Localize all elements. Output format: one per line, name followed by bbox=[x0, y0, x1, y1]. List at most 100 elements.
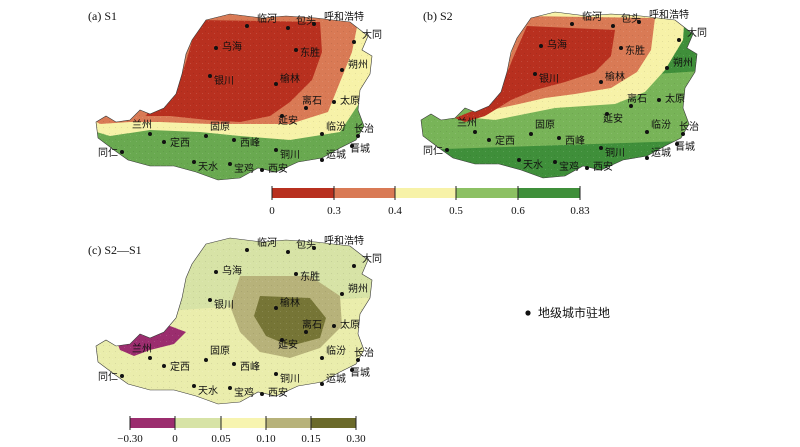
city-marker-icon bbox=[280, 338, 284, 342]
city-label: 西峰 bbox=[240, 361, 260, 373]
city-label: 延安 bbox=[278, 114, 298, 127]
legend-main-swatch-3 bbox=[456, 188, 518, 198]
city-label: 东胜 bbox=[300, 46, 320, 59]
city-label: 铜川 bbox=[280, 149, 300, 161]
city-label: 临汾 bbox=[651, 118, 671, 131]
city-marker-icon bbox=[675, 142, 679, 146]
city-label: 朔州 bbox=[348, 58, 368, 71]
city-marker-icon bbox=[260, 392, 264, 396]
city-marker-icon bbox=[280, 114, 284, 118]
city-label: 银川 bbox=[539, 72, 559, 85]
city-marker-icon bbox=[657, 98, 661, 102]
city-label: 定西 bbox=[170, 136, 190, 149]
city-label: 东胜 bbox=[625, 44, 645, 57]
city-marker-icon bbox=[148, 132, 152, 136]
city-label: 榆林 bbox=[280, 72, 300, 85]
city-label: 西安 bbox=[268, 162, 288, 175]
city-marker-icon bbox=[274, 306, 278, 310]
city-label: 运城 bbox=[326, 373, 346, 385]
legend-diff-tick-4: 0.15 bbox=[301, 433, 321, 445]
city-label: 大同 bbox=[362, 28, 382, 41]
city-label: 榆林 bbox=[280, 296, 300, 309]
city-marker-icon bbox=[260, 168, 264, 172]
city-label: 宝鸡 bbox=[234, 162, 254, 175]
legend-diff-swatch-4 bbox=[311, 418, 356, 428]
city-marker-icon bbox=[232, 138, 236, 142]
legend-diff-tick-2: 0.05 bbox=[211, 433, 231, 445]
city-label: 长治 bbox=[679, 120, 699, 133]
city-marker-icon bbox=[340, 292, 344, 296]
city-marker-icon bbox=[192, 160, 196, 164]
city-label: 大同 bbox=[687, 26, 707, 39]
city-label: 乌海 bbox=[222, 40, 242, 53]
city-label: 固原 bbox=[210, 345, 230, 357]
city-label: 宝鸡 bbox=[559, 160, 579, 173]
city-marker-icon bbox=[350, 368, 354, 372]
city-marker-icon bbox=[352, 40, 356, 44]
city-marker-icon bbox=[473, 130, 477, 134]
city-marker-icon bbox=[320, 158, 324, 162]
city-label: 天水 bbox=[523, 159, 543, 171]
city-marker-icon bbox=[340, 68, 344, 72]
city-marker-icon bbox=[274, 82, 278, 86]
legend-diff-tick-5: 0.30 bbox=[346, 433, 366, 445]
city-marker-icon bbox=[286, 250, 290, 254]
city-label: 离石 bbox=[302, 318, 322, 331]
city-marker-icon bbox=[312, 22, 316, 26]
city-label: 包头 bbox=[296, 14, 316, 27]
city-label: 银川 bbox=[214, 298, 234, 311]
city-marker-icon bbox=[445, 148, 449, 152]
city-label: 运城 bbox=[651, 147, 671, 159]
city-label: 同仁 bbox=[98, 371, 118, 383]
city-label: 包头 bbox=[296, 238, 316, 251]
legend-diff-swatch-0 bbox=[130, 418, 175, 428]
legend-main-tick-2: 0.4 bbox=[388, 205, 402, 217]
city-label: 太原 bbox=[340, 318, 360, 331]
legend-main-tick-1: 0.3 bbox=[327, 205, 341, 217]
city-marker-icon bbox=[332, 324, 336, 328]
city-label: 长治 bbox=[354, 122, 374, 135]
city-marker-icon bbox=[585, 166, 589, 170]
city-marker-icon bbox=[245, 24, 249, 28]
city-marker-icon bbox=[204, 134, 208, 138]
city-marker-icon bbox=[214, 270, 218, 274]
city-label: 定西 bbox=[495, 134, 515, 147]
city-marker-icon bbox=[320, 382, 324, 386]
city-marker-icon bbox=[208, 74, 212, 78]
city-label: 晋城 bbox=[350, 367, 370, 379]
city-marker-icon bbox=[286, 26, 290, 30]
city-label: 固原 bbox=[535, 119, 555, 131]
city-label: 乌海 bbox=[222, 264, 242, 277]
city-label: 延安 bbox=[278, 338, 298, 351]
city-label: 临汾 bbox=[326, 120, 346, 133]
city-label: 离石 bbox=[302, 94, 322, 107]
city-label: 固原 bbox=[210, 121, 230, 133]
city-marker-icon bbox=[294, 48, 298, 52]
city-label: 晋城 bbox=[350, 143, 370, 155]
city-label: 兰州 bbox=[132, 342, 152, 355]
city-marker-icon bbox=[232, 362, 236, 366]
legend-main-swatch-0 bbox=[272, 188, 334, 198]
city-marker-icon bbox=[332, 100, 336, 104]
city-label: 西安 bbox=[268, 386, 288, 399]
city-marker-icon bbox=[539, 44, 543, 48]
legend-main: 0 0.3 0.4 0.5 0.6 0.83 bbox=[269, 186, 590, 217]
city-label: 朔州 bbox=[673, 56, 693, 69]
city-label: 包头 bbox=[621, 12, 641, 25]
city-label: 临河 bbox=[582, 10, 602, 23]
city-marker-icon bbox=[529, 132, 533, 136]
city-label: 太原 bbox=[340, 94, 360, 107]
city-marker-icon bbox=[350, 144, 354, 148]
city-label: 大同 bbox=[362, 252, 382, 265]
city-marker-icon bbox=[637, 20, 641, 24]
city-marker-icon bbox=[356, 134, 360, 138]
legend-diff-swatch-1 bbox=[175, 418, 221, 428]
legend-main-swatch-1 bbox=[334, 188, 395, 198]
city-label: 西峰 bbox=[240, 137, 260, 149]
city-marker-icon bbox=[228, 162, 232, 166]
city-marker-icon bbox=[619, 46, 623, 50]
city-label: 兰州 bbox=[132, 118, 152, 131]
city-marker-icon bbox=[629, 104, 633, 108]
city-marker-icon bbox=[148, 356, 152, 360]
